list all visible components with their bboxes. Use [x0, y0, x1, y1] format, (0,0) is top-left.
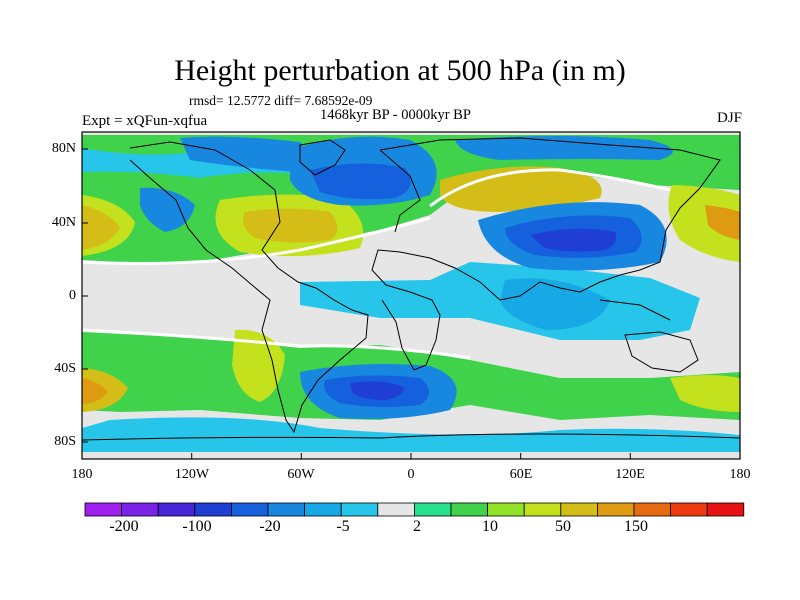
colorbar-swatch: [194, 502, 232, 517]
experiment-label: Expt = xQFun-xqfua: [82, 113, 208, 129]
colorbar-swatch: [450, 502, 488, 517]
colorbar-swatch: [121, 502, 159, 517]
colorbar: [84, 502, 745, 517]
lat-label-80s: 80S: [54, 434, 76, 449]
lat-label-80n: 80N: [51, 141, 76, 156]
colorbar-swatch: [84, 502, 122, 517]
lat-label-40n: 40N: [51, 215, 76, 230]
coastlines: [82, 137, 740, 441]
lat-label-40s: 40S: [54, 361, 76, 376]
lon-label-180-east: 180: [729, 467, 751, 482]
colorbar-swatch: [523, 502, 562, 517]
colorbar-swatch: [706, 502, 745, 517]
lon-label-60w: 60W: [287, 467, 315, 482]
colorbar-label: -20: [259, 518, 281, 535]
colorbar-swatch: [340, 502, 379, 517]
colorbar-swatch: [487, 502, 525, 517]
season-label: DJF: [716, 110, 742, 126]
colorbar-swatch: [267, 502, 305, 517]
lon-label-60e: 60E: [509, 467, 533, 482]
colorbar-swatch: [377, 502, 415, 517]
rmsd-stats: rmsd= 12.5772 diff= 7.68592e-09: [189, 93, 373, 108]
map-title: Height perturbation at 500 hPa (in m): [174, 54, 626, 87]
colorbar-label: 2: [413, 518, 421, 535]
colorbar-swatch: [670, 502, 708, 517]
colorbar-label: 150: [624, 518, 648, 535]
colorbar-label: -100: [182, 518, 212, 535]
axis-ticks: [81, 148, 741, 459]
colorbar-label: -200: [109, 518, 139, 535]
lon-label-180-west: 180: [71, 467, 93, 482]
lon-label-120e: 120E: [615, 467, 645, 482]
colorbar-swatch: [633, 502, 671, 517]
lon-label-0: 0: [407, 467, 415, 482]
lat-label-equator: 0: [69, 288, 76, 303]
colorbar-swatch: [304, 502, 342, 517]
colorbar-swatch: [230, 502, 269, 517]
colorbar-swatch: [413, 502, 452, 517]
colorbar-swatch: [597, 502, 635, 517]
colorbar-label: 10: [482, 518, 498, 535]
colorbar-swatch: [560, 502, 598, 517]
time-period: 1468kyr BP - 0000kyr BP: [320, 107, 471, 123]
lon-label-120w: 120W: [174, 467, 210, 482]
colorbar-label: -5: [336, 518, 350, 535]
contour-field: [82, 132, 740, 459]
colorbar-label: 50: [555, 518, 571, 535]
colorbar-swatch: [157, 502, 196, 517]
